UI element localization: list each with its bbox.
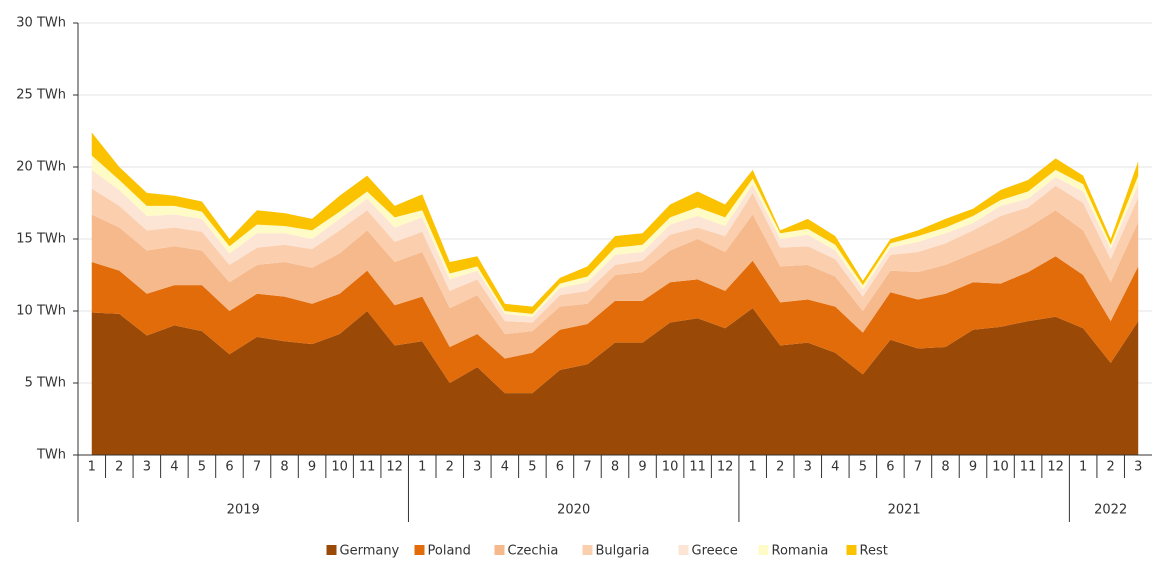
x-tick-label: 9 [308, 460, 316, 475]
x-tick-label: 4 [831, 460, 839, 475]
legend-swatch [846, 545, 857, 555]
area [91, 210, 1139, 359]
x-tick-label: 4 [170, 460, 178, 475]
y-tick-label: 10 TWh [16, 304, 66, 319]
year-label: 2022 [1094, 503, 1127, 518]
x-tick-label: 11 [689, 460, 706, 475]
x-tick-label: 12 [717, 460, 734, 475]
y-tick-label: 30 TWh [16, 16, 66, 31]
x-tick-label: 10 [331, 460, 348, 475]
x-tick-label: 10 [662, 460, 679, 475]
legend-label: Bulgaria [596, 544, 650, 559]
x-tick-label: 1 [88, 460, 96, 475]
y-tick-label: 20 TWh [16, 160, 66, 175]
legend-swatch [758, 545, 769, 555]
x-tick-label: 4 [501, 460, 509, 475]
legend-label: Germany [340, 544, 400, 559]
year-label: 2020 [557, 503, 590, 518]
x-tick-label: 7 [253, 460, 261, 475]
x-tick-label: 8 [280, 460, 288, 475]
x-tick-label: 5 [528, 460, 536, 475]
x-tick-label: 5 [859, 460, 867, 475]
x-tick-label: 3 [143, 460, 151, 475]
x-tick-label: 12 [1047, 460, 1064, 475]
area [91, 155, 1139, 317]
x-tick-label: 8 [941, 460, 949, 475]
x-tick-label: 3 [473, 460, 481, 475]
y-tick-label: TWh [36, 448, 66, 463]
x-tick-label: 1 [418, 460, 426, 475]
area [91, 185, 1139, 335]
area [91, 256, 1139, 394]
legend-label: Poland [428, 544, 471, 559]
x-tick-label: 6 [225, 460, 233, 475]
y-tick-label: 5 TWh [25, 376, 66, 391]
legend-label: Czechia [508, 544, 559, 559]
x-tick-label: 1 [1079, 460, 1087, 475]
x-tick-label: 6 [886, 460, 894, 475]
legend-swatch [678, 545, 689, 555]
x-tick-label: 2 [776, 460, 784, 475]
x-tick-label: 7 [914, 460, 922, 475]
x-tick-label: 7 [583, 460, 591, 475]
x-tick-label: 6 [556, 460, 564, 475]
year-label: 2021 [888, 503, 921, 518]
x-tick-label: 2 [446, 460, 454, 475]
legend-swatch [414, 545, 425, 555]
x-tick-label: 8 [611, 460, 619, 475]
x-tick-label: 12 [386, 460, 403, 475]
x-tick-label: 11 [1020, 460, 1037, 475]
area [91, 132, 1139, 314]
x-tick-label: 5 [198, 460, 206, 475]
x-tick-label: 9 [969, 460, 977, 475]
x-tick-label: 1 [749, 460, 757, 475]
x-tick-label: 2 [115, 460, 123, 475]
legend-swatch [326, 545, 337, 555]
x-tick-label: 3 [1134, 460, 1142, 475]
area [91, 169, 1139, 323]
y-tick-label: 25 TWh [16, 88, 66, 103]
y-tick-label: 15 TWh [16, 232, 66, 247]
x-tick-label: 2 [1107, 460, 1115, 475]
year-label: 2019 [227, 503, 260, 518]
legend-swatch [582, 545, 593, 555]
x-tick-label: 10 [992, 460, 1009, 475]
x-tick-label: 11 [359, 460, 376, 475]
x-tick-label: 9 [638, 460, 646, 475]
legend-swatch [494, 545, 505, 555]
x-tick-label: 3 [804, 460, 812, 475]
legend-label: Greece [692, 544, 738, 559]
legend-label: Rest [860, 544, 888, 559]
area [91, 308, 1139, 455]
legend-label: Romania [772, 544, 829, 559]
